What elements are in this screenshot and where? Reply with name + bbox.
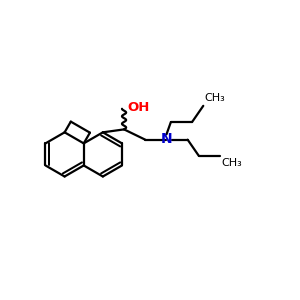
Text: CH₃: CH₃ xyxy=(205,94,226,103)
Text: N: N xyxy=(160,132,172,146)
Text: OH: OH xyxy=(128,101,150,114)
Text: CH₃: CH₃ xyxy=(221,158,242,168)
